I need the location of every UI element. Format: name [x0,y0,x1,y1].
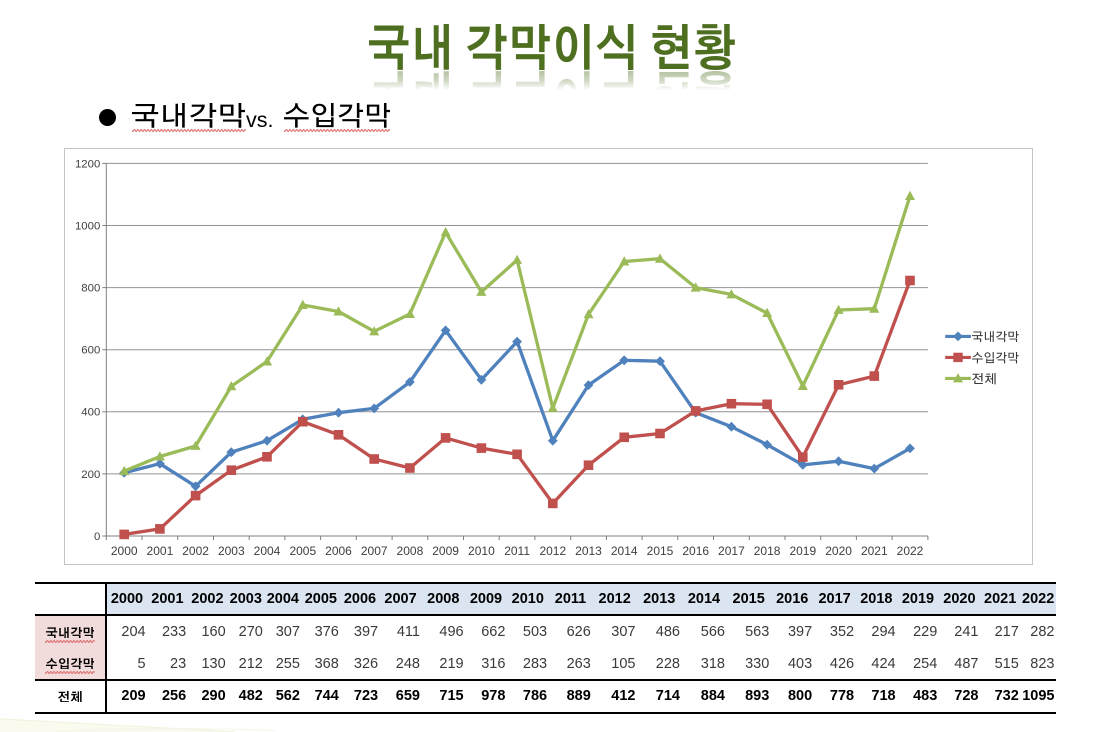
svg-text:2018: 2018 [754,544,781,558]
svg-text:2021: 2021 [861,544,888,558]
svg-text:2017: 2017 [718,544,745,558]
svg-text:2005: 2005 [289,544,316,558]
svg-text:2008: 2008 [397,544,424,558]
svg-text:1200: 1200 [75,158,100,170]
svg-text:800: 800 [81,283,100,295]
svg-text:2009: 2009 [432,544,459,558]
svg-text:2015: 2015 [647,544,674,558]
svg-text:2020: 2020 [825,544,852,558]
svg-text:2016: 2016 [682,544,709,558]
svg-text:2004: 2004 [254,544,281,558]
svg-text:2000: 2000 [111,544,138,558]
svg-text:2001: 2001 [147,544,174,558]
svg-text:2013: 2013 [575,544,602,558]
svg-text:2019: 2019 [789,544,816,558]
svg-text:2022: 2022 [897,544,924,558]
svg-text:2014: 2014 [611,544,638,558]
svg-text:2002: 2002 [182,544,209,558]
svg-text:2011: 2011 [504,544,530,558]
svg-text:400: 400 [81,407,100,419]
svg-text:200: 200 [81,469,100,481]
svg-text:2006: 2006 [325,544,352,558]
svg-text:0: 0 [94,531,100,543]
svg-text:2012: 2012 [539,544,566,558]
svg-text:2010: 2010 [468,544,495,558]
svg-text:1000: 1000 [75,220,100,232]
svg-text:2003: 2003 [218,544,245,558]
svg-text:2007: 2007 [361,544,388,558]
svg-text:600: 600 [81,345,100,357]
